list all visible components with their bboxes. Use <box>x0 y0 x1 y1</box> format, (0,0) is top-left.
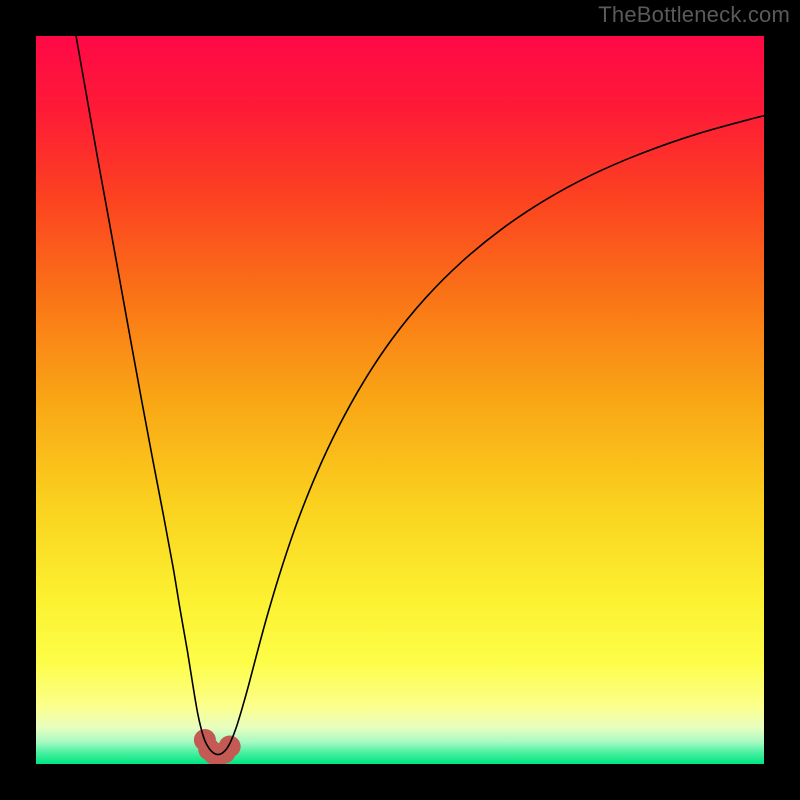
chart-frame: TheBottleneck.com <box>0 0 800 800</box>
chart-svg <box>36 36 764 764</box>
plot-area <box>36 36 764 764</box>
watermark-text: TheBottleneck.com <box>598 2 790 28</box>
chart-background <box>36 36 764 764</box>
